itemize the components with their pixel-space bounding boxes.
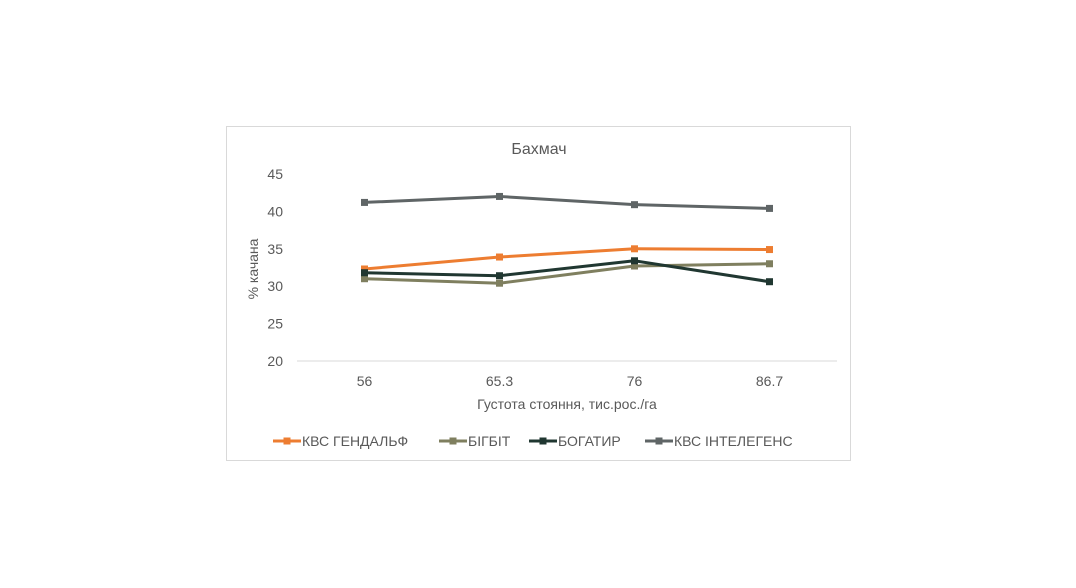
legend-item: КВС ІНТЕЛЕГЕНС: [645, 433, 793, 449]
line-chart: Бахмач 20 25 30 35 40 45 56 65.3 76 86.7 % качан…: [245, 141, 837, 449]
legend-label: КВС ІНТЕЛЕГЕНС: [674, 433, 793, 449]
data-point-marker: [631, 262, 638, 270]
data-point-marker: [361, 275, 368, 283]
data-point-marker: [766, 260, 773, 268]
y-tick-label: 20: [267, 353, 283, 369]
legend-item: КВС ГЕНДАЛЬФ: [273, 433, 408, 449]
x-tick-label: 86.7: [756, 373, 783, 389]
legend-item: БОГАТИР: [529, 433, 621, 449]
data-point-marker: [766, 204, 773, 212]
data-point-marker: [361, 265, 368, 273]
y-tick-label: 45: [267, 166, 283, 182]
data-point-marker: [631, 201, 638, 209]
data-point-marker: [766, 278, 773, 286]
x-tick-label: 56: [357, 373, 373, 389]
data-point-marker: [496, 192, 503, 200]
y-tick-label: 25: [267, 316, 283, 332]
chart-container: Бахмач 20 25 30 35 40 45 56 65.3 76 86.7 % качан…: [226, 126, 851, 461]
legend-marker-swatch: [539, 437, 547, 445]
series-line: [364, 247, 770, 271]
x-axis-label: Густота стояння, тис.рос./га: [477, 396, 657, 412]
legend-label: КВС ГЕНДАЛЬФ: [302, 433, 408, 449]
legend-marker-swatch: [655, 437, 663, 445]
data-point-marker: [361, 269, 368, 277]
legend-marker-swatch: [449, 437, 457, 445]
data-point-marker: [361, 198, 368, 206]
y-tick-label: 35: [267, 241, 283, 257]
data-point-marker: [766, 246, 773, 254]
data-point-marker: [631, 245, 638, 253]
legend-marker-swatch: [283, 437, 291, 445]
legend-label: БІГБІТ: [468, 433, 511, 449]
data-point-marker: [631, 257, 638, 265]
series-line: [364, 262, 770, 285]
legend-item: БІГБІТ: [439, 433, 511, 449]
x-tick-label: 65.3: [486, 373, 513, 389]
y-tick-label: 40: [267, 203, 283, 219]
legend-label: БОГАТИР: [558, 433, 621, 449]
y-tick-label: 30: [267, 278, 283, 294]
x-tick-label: 76: [627, 373, 643, 389]
data-point-marker: [496, 272, 503, 280]
series-line: [364, 259, 770, 284]
y-axis-label: % качана: [245, 238, 261, 299]
data-point-marker: [496, 253, 503, 261]
chart-title: Бахмач: [511, 141, 566, 158]
data-point-marker: [496, 279, 503, 287]
series-line: [364, 194, 770, 210]
